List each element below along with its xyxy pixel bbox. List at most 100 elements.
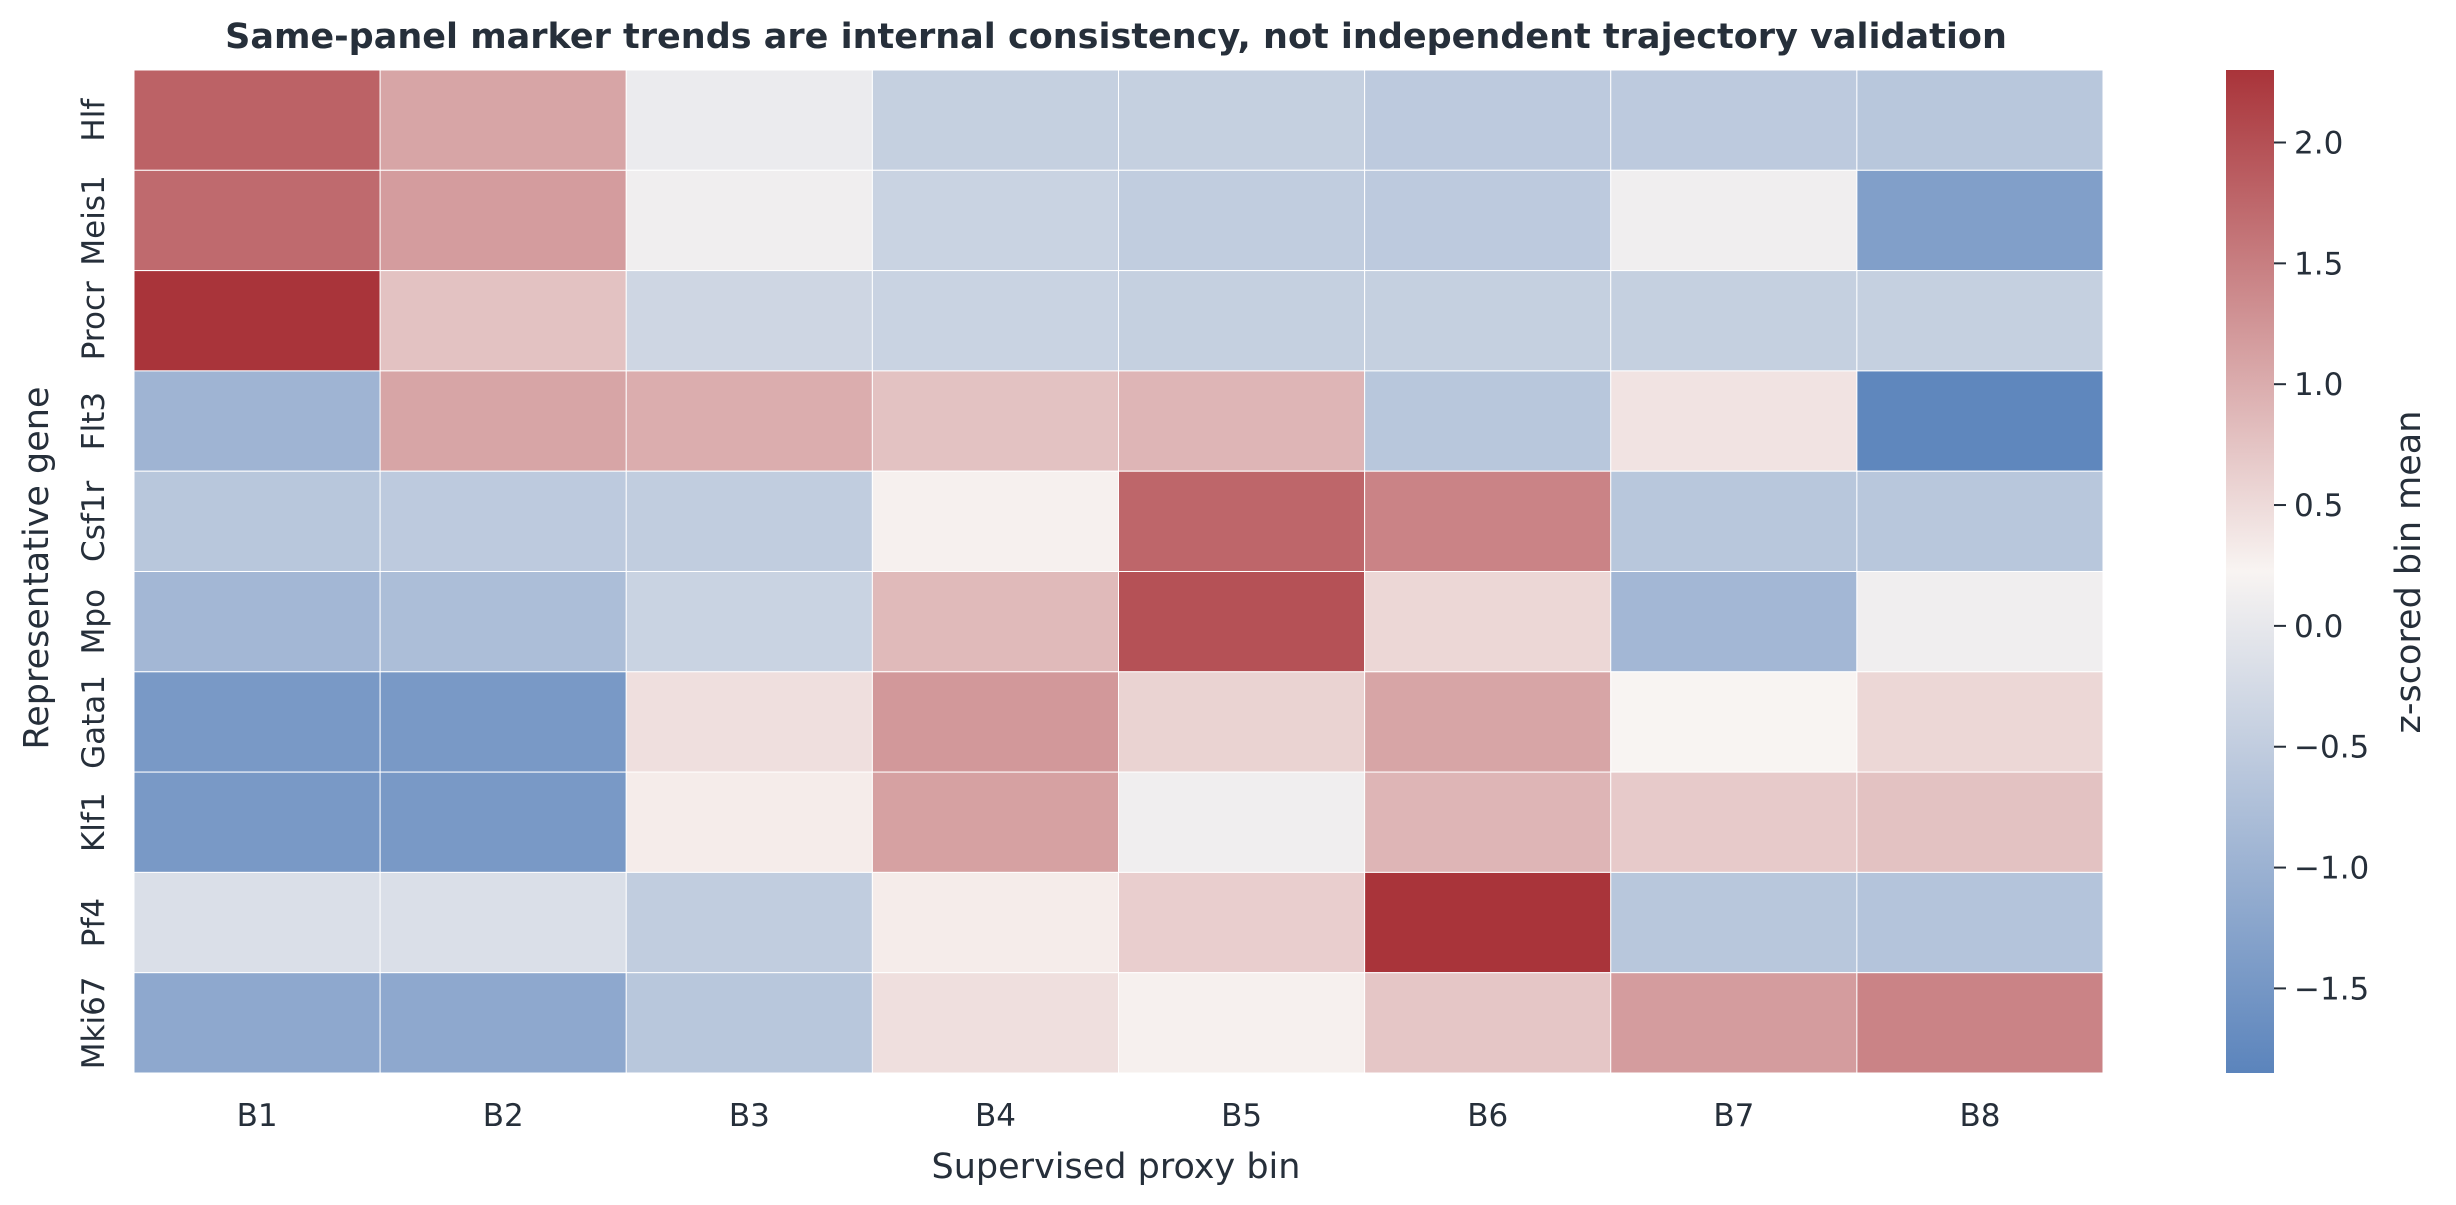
heatmap-cell-hlf-b4 (871, 69, 1119, 171)
y-tick-label: Csf1r (76, 481, 112, 562)
y-tick-label: Klf1 (76, 792, 112, 852)
heatmap-cell-flt3-b4 (871, 370, 1119, 472)
heatmap-cell-pf4-b1 (133, 871, 381, 974)
y-tick-label: Procr (76, 281, 112, 360)
heatmap-cell-hlf-b3 (625, 69, 873, 171)
x-tick-label: B5 (1221, 1098, 1262, 1134)
heatmap-cell-pf4-b8 (1856, 871, 2104, 974)
colorbar-tick-label: −1.0 (2294, 851, 2369, 887)
colorbar-tick-label: −0.5 (2294, 730, 2369, 766)
heatmap-cell-csf1r-b2 (379, 470, 627, 573)
heatmap-cell-pf4-b5 (1118, 871, 1366, 974)
colorbar-label: z-scored bin mean (2389, 411, 2429, 734)
x-tick-label: B1 (237, 1098, 278, 1134)
heatmap-cell-procr-b6 (1364, 270, 1612, 372)
colorbar (2226, 70, 2274, 1073)
heatmap-cell-klf1-b7 (1610, 771, 1858, 873)
heatmap-cell-procr-b3 (625, 270, 873, 372)
heatmap-cell-klf1-b3 (625, 771, 873, 873)
heatmap-cell-flt3-b2 (379, 370, 627, 472)
chart-title: Same-panel marker trends are internal co… (225, 17, 2007, 57)
heatmap-cell-mki67-b4 (871, 972, 1119, 1074)
heatmap-cell-hlf-b5 (1118, 69, 1366, 171)
heatmap-cell-mpo-b6 (1364, 571, 1612, 673)
heatmap-cell-hlf-b1 (133, 69, 381, 171)
y-tick-label: Mki67 (76, 976, 112, 1069)
y-tick-labels: Hlf Meis1 Procr Flt3 Csf1r Mpo Gata1 Klf1 Pf4 Mki… (76, 98, 112, 1070)
heatmap-cell-flt3-b3 (625, 370, 873, 472)
x-tick-label: B4 (975, 1098, 1016, 1134)
heatmap-cell-klf1-b5 (1118, 771, 1366, 873)
heatmap-cell-flt3-b6 (1364, 370, 1612, 472)
heatmap-cell-procr-b5 (1118, 270, 1366, 372)
heatmap-cell-mpo-b7 (1610, 571, 1858, 673)
colorbar-tick-label: −1.5 (2294, 971, 2369, 1007)
heatmap-cell-mki67-b1 (133, 972, 381, 1074)
y-tick-label: Gata1 (76, 675, 112, 769)
heatmap-cell-klf1-b6 (1364, 771, 1612, 873)
heatmap-cell-pf4-b2 (379, 871, 627, 974)
y-axis-label: Representative gene (17, 386, 57, 749)
y-tick-label: Flt3 (76, 392, 112, 450)
heatmap-cell-csf1r-b1 (133, 470, 381, 573)
heatmap-cell-csf1r-b4 (871, 470, 1119, 573)
heatmap-cell-csf1r-b6 (1364, 470, 1612, 573)
heatmap-cell-meis1-b4 (871, 169, 1119, 272)
heatmap-cell-meis1-b3 (625, 169, 873, 272)
heatmap-cell-hlf-b2 (379, 69, 627, 171)
heatmap-cell-procr-b4 (871, 270, 1119, 372)
heatmap-cell-flt3-b8 (1856, 370, 2104, 472)
heatmap-cell-mpo-b5 (1118, 571, 1366, 673)
x-tick-label: B2 (483, 1098, 524, 1134)
heatmap-cell-csf1r-b5 (1118, 470, 1366, 573)
heatmap-cell-mpo-b1 (133, 571, 381, 673)
heatmap-cell-csf1r-b7 (1610, 470, 1858, 573)
x-tick-label: B8 (1959, 1098, 2000, 1134)
heatmap-cell-mki67-b6 (1364, 972, 1612, 1074)
heatmap-cell-gata1-b8 (1856, 671, 2104, 773)
heatmap-cell-klf1-b1 (133, 771, 381, 873)
heatmap-cell-mpo-b8 (1856, 571, 2104, 673)
colorbar-tick-label: 2.0 (2294, 126, 2343, 162)
heatmap-cell-flt3-b5 (1118, 370, 1366, 472)
heatmap-cell-gata1-b2 (379, 671, 627, 773)
heatmap-cell-gata1-b1 (133, 671, 381, 773)
heatmap-cell-flt3-b1 (133, 370, 381, 472)
heatmap-cell-klf1-b4 (871, 771, 1119, 873)
heatmap-cell-hlf-b8 (1856, 69, 2104, 171)
heatmap-cell-procr-b2 (379, 270, 627, 372)
heatmap-cell-mpo-b4 (871, 571, 1119, 673)
x-tick-label: B3 (729, 1098, 770, 1134)
y-tick-label: Mpo (76, 589, 112, 654)
heatmap-cell-pf4-b7 (1610, 871, 1858, 974)
heatmap-cell-flt3-b7 (1610, 370, 1858, 472)
heatmap-cell-mki67-b5 (1118, 972, 1366, 1074)
x-axis-label: Supervised proxy bin (932, 1147, 1301, 1187)
x-tick-label: B6 (1467, 1098, 1508, 1134)
heatmap-cell-csf1r-b8 (1856, 470, 2104, 573)
heatmap-cell-gata1-b4 (871, 671, 1119, 773)
heatmap-cell-hlf-b6 (1364, 69, 1612, 171)
colorbar-tick-label: 0.0 (2294, 609, 2343, 645)
colorbar-tick-label: 0.5 (2294, 488, 2343, 524)
heatmap-cell-mpo-b2 (379, 571, 627, 673)
heatmap-cell-meis1-b2 (379, 169, 627, 272)
heatmap-cell-mki67-b2 (379, 972, 627, 1074)
heatmap-cell-klf1-b2 (379, 771, 627, 873)
heatmap-cell-mpo-b3 (625, 571, 873, 673)
heatmap-cell-csf1r-b3 (625, 470, 873, 573)
y-tick-label: Pf4 (76, 898, 112, 947)
heatmap-cell-mki67-b8 (1856, 972, 2104, 1074)
y-tick-label: Meis1 (76, 175, 112, 265)
heatmap-cells (133, 69, 2104, 1074)
heatmap-cell-meis1-b8 (1856, 169, 2104, 272)
heatmap-cell-klf1-b8 (1856, 771, 2104, 873)
heatmap-cell-meis1-b7 (1610, 169, 1858, 272)
heatmap-cell-meis1-b1 (133, 169, 381, 272)
heatmap-cell-mki67-b3 (625, 972, 873, 1074)
heatmap-cell-procr-b8 (1856, 270, 2104, 372)
heatmap-cell-pf4-b4 (871, 871, 1119, 974)
colorbar-tick-label: 1.0 (2294, 367, 2343, 403)
heatmap-cell-gata1-b5 (1118, 671, 1366, 773)
